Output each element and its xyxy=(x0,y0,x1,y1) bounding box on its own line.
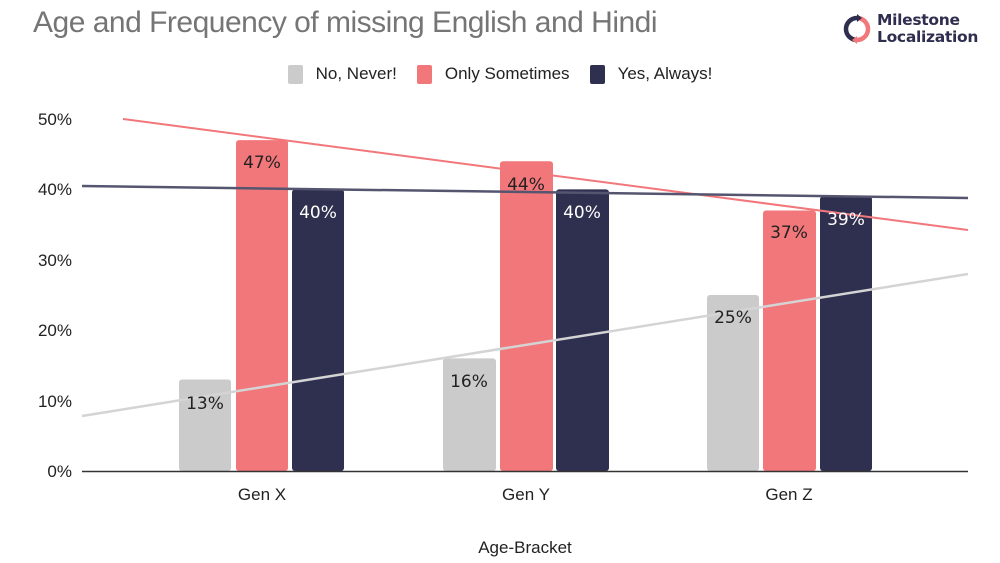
bar-yes-always[interactable] xyxy=(820,196,872,471)
bar-yes-always[interactable] xyxy=(292,189,344,471)
milestone-logo-icon xyxy=(843,14,871,44)
data-label: 16% xyxy=(450,372,488,392)
brand-logo: Milestone Localization xyxy=(843,12,978,46)
logo-line-1: Milestone xyxy=(877,11,960,29)
legend-label: Only Sometimes xyxy=(444,64,570,83)
y-axis: 0% 10% 20% 30% 40% 50% xyxy=(38,110,72,481)
bar-no-never[interactable] xyxy=(707,295,759,471)
logo-line-2: Localization xyxy=(877,28,979,46)
bar-only-sometimes[interactable] xyxy=(763,210,816,472)
x-axis-title: Age-Bracket xyxy=(478,538,572,557)
y-tick-label: 50% xyxy=(38,110,72,129)
legend-item-yes-always[interactable]: Yes, Always! xyxy=(589,64,713,84)
data-label: 44% xyxy=(507,175,545,195)
bar-group-gen-y xyxy=(443,161,609,471)
legend-item-only-sometimes[interactable]: Only Sometimes xyxy=(416,64,570,84)
legend-swatch-icon xyxy=(589,64,605,84)
y-tick-label: 10% xyxy=(38,392,72,411)
x-tick-label: Gen Y xyxy=(502,485,550,504)
data-label: 37% xyxy=(770,223,808,243)
bar-no-never[interactable] xyxy=(443,358,496,471)
chart-legend: No, Never! Only Sometimes Yes, Always! xyxy=(0,64,1000,84)
bar-only-sometimes[interactable] xyxy=(500,161,553,471)
legend-item-no-never[interactable]: No, Never! xyxy=(287,64,397,84)
data-label: 47% xyxy=(243,153,281,173)
x-tick-label: Gen X xyxy=(238,485,286,504)
trendline-no-never xyxy=(81,272,969,418)
data-label: 39% xyxy=(827,210,865,230)
y-tick-label: 20% xyxy=(38,321,72,340)
bar-yes-always[interactable] xyxy=(556,189,609,471)
y-tick-label: 0% xyxy=(47,462,72,481)
data-labels: 13% 47% 40% 16% 44% 40% 25% 37% 39% xyxy=(186,153,865,414)
legend-swatch-icon xyxy=(416,64,432,84)
chart-title: Age and Frequency of missing English and… xyxy=(33,6,658,39)
bar-no-never[interactable] xyxy=(179,379,231,472)
x-tick-label: Gen Z xyxy=(765,485,812,504)
legend-label: No, Never! xyxy=(315,64,397,83)
data-label: 25% xyxy=(714,308,752,328)
data-label: 13% xyxy=(186,394,224,414)
data-label: 40% xyxy=(563,203,601,223)
legend-swatch-icon xyxy=(287,64,303,84)
trendline-yes-always xyxy=(81,184,969,200)
data-label: 40% xyxy=(299,203,337,223)
legend-label: Yes, Always! xyxy=(617,64,713,83)
bar-group-gen-z xyxy=(707,196,872,471)
y-tick-label: 30% xyxy=(38,251,72,270)
trendline-only-sometimes xyxy=(122,118,969,231)
y-tick-label: 40% xyxy=(38,180,72,199)
